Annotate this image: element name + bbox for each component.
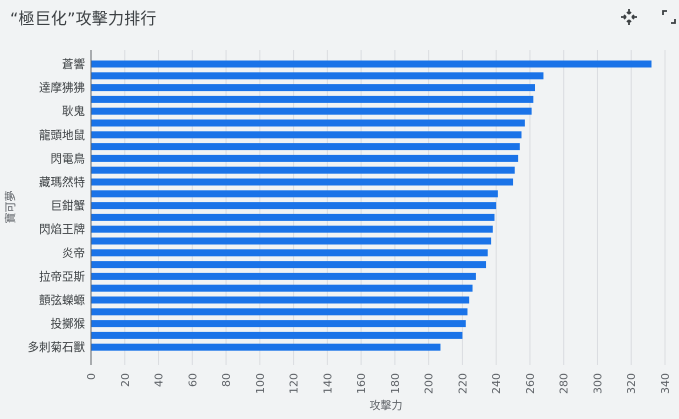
bar[interactable] [91, 143, 520, 151]
category-label: 多刺菊石獸 [28, 340, 86, 354]
bar[interactable] [91, 131, 522, 139]
bar[interactable] [91, 343, 441, 351]
bar[interactable] [91, 272, 476, 280]
x-tick-label: 200 [423, 373, 436, 394]
category-label: 拉帝亞斯 [39, 269, 85, 283]
bar[interactable] [91, 154, 519, 162]
fullscreen-icon [662, 10, 676, 24]
bar[interactable] [91, 213, 495, 221]
collapse-button[interactable] [618, 6, 640, 28]
x-axis-title: 攻擊力 [370, 398, 403, 412]
x-tick-labels: 0 20 40 60 80 100 120 140 160 180 200 220 240 260 280 3… [85, 373, 672, 394]
category-label: 閃焰王牌 [39, 222, 85, 236]
collapse-arrows-icon [621, 9, 637, 25]
x-tick-label: 240 [490, 373, 503, 394]
bar[interactable] [91, 178, 514, 186]
x-tick-label: 280 [558, 373, 571, 394]
bar[interactable] [91, 225, 493, 233]
x-tick-label: 320 [625, 373, 638, 394]
bar[interactable] [91, 331, 463, 339]
category-label: 藏瑪然特 [39, 175, 85, 189]
x-tick-label: 20 [119, 373, 132, 387]
bar[interactable] [91, 261, 487, 269]
bar[interactable] [91, 166, 515, 174]
category-label: 達摩狒狒 [39, 81, 85, 95]
category-label: 蒼響 [62, 57, 85, 71]
bar[interactable] [91, 202, 497, 210]
bar[interactable] [91, 95, 534, 103]
category-label: 巨鉗蟹 [51, 199, 86, 213]
fullscreen-button[interactable] [658, 6, 679, 28]
x-tick-label: 160 [355, 373, 368, 394]
x-tick-label: 220 [456, 373, 469, 394]
x-tick-label: 140 [321, 373, 334, 394]
x-tick-label: 60 [186, 373, 199, 387]
bar[interactable] [91, 237, 492, 245]
bar[interactable] [91, 107, 532, 115]
bar[interactable] [91, 308, 468, 316]
bar[interactable] [91, 320, 466, 328]
x-tick-label: 300 [591, 373, 604, 394]
category-labels: 蒼響達摩狒狒耿鬼龍頭地鼠閃電鳥藏瑪然特巨鉗蟹閃焰王牌炎帝拉帝亞斯顫弦蠑螈投擲猴多… [28, 57, 86, 354]
bars [91, 60, 652, 351]
y-axis-title: 寶可夢 [3, 191, 17, 224]
bar[interactable] [91, 84, 536, 92]
category-label: 龍頭地鼠 [39, 128, 85, 142]
x-tick-label: 180 [389, 373, 402, 394]
x-tick-label: 0 [85, 373, 98, 380]
bar[interactable] [91, 284, 473, 292]
category-label: 耿鬼 [62, 104, 85, 118]
x-tick-label: 260 [524, 373, 537, 394]
bar[interactable] [91, 72, 544, 80]
category-label: 投擲猴 [51, 317, 86, 331]
x-tick-label: 120 [288, 373, 301, 394]
x-tick-label: 340 [659, 373, 672, 394]
category-label: 炎帝 [62, 246, 85, 260]
bar[interactable] [91, 249, 488, 257]
x-tick-label: 100 [254, 373, 267, 394]
bar[interactable] [91, 296, 470, 304]
category-label: 顫弦蠑螈 [39, 293, 85, 307]
bar[interactable] [91, 190, 498, 198]
bar[interactable] [91, 119, 525, 127]
x-tick-label: 80 [220, 373, 233, 387]
bar[interactable] [91, 60, 652, 68]
category-label: 閃電鳥 [51, 151, 86, 165]
chart-title: “極巨化”攻擊力排行 [10, 9, 157, 28]
x-tick-label: 40 [153, 373, 166, 387]
